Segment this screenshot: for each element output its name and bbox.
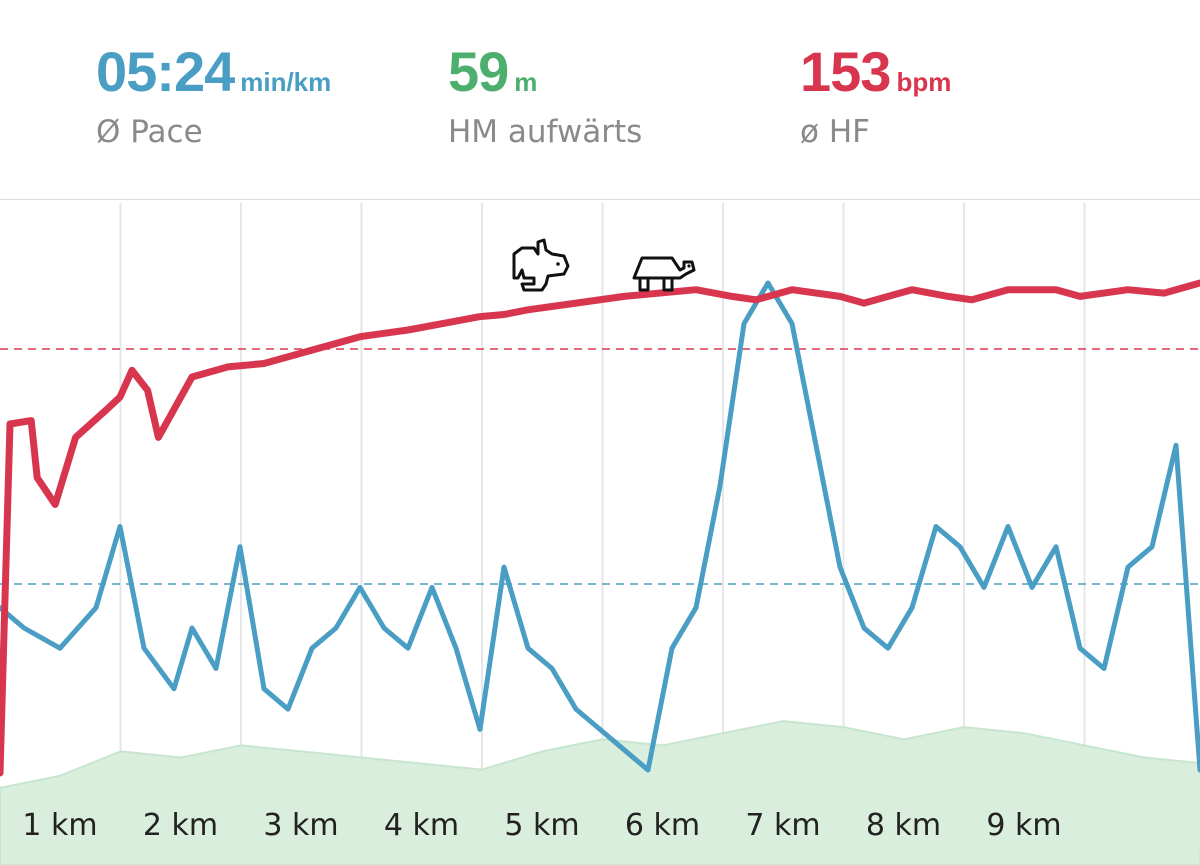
elevation-gain-label: HM aufwärts <box>448 114 643 150</box>
average-pace-unit: min/km <box>240 67 332 97</box>
pace-series-layer <box>0 280 1200 773</box>
x-tick-label: 5 km <box>504 808 579 843</box>
stat-elevation-gain: 59 m HM aufwärts <box>448 44 643 151</box>
elevation-gain-unit: m <box>514 67 538 97</box>
average-heart-rate-value: 153 <box>800 40 891 103</box>
rabbit-icon <box>512 238 570 292</box>
average-heart-rate-unit: bpm <box>896 67 952 97</box>
average-pace-value: 05:24 <box>96 40 235 103</box>
x-tick-label: 7 km <box>745 808 820 843</box>
x-tick-label: 1 km <box>22 808 97 843</box>
heart-rate-line <box>0 279 1200 777</box>
x-axis-ticks: 1 km 2 km 3 km 4 km 5 km 6 km 7 km 8 km 9 km <box>22 808 1061 843</box>
x-tick-label: 6 km <box>625 808 700 843</box>
x-tick-label: 4 km <box>384 808 459 843</box>
x-tick-label: 2 km <box>143 808 218 843</box>
elevation-gain-value: 59 <box>448 40 509 103</box>
elevation-area <box>0 720 1200 865</box>
stats-header: 05:24 min/km Ø Pace 59 m HM aufwärts 153 bp… <box>0 0 1200 200</box>
average-heart-rate-label: ø HF <box>800 114 870 150</box>
stat-average-heart-rate: 153 bpm ø HF <box>800 44 952 151</box>
pace-line <box>0 280 1200 773</box>
turtle-icon <box>632 256 696 292</box>
stat-average-pace: 05:24 min/km Ø Pace <box>96 44 332 151</box>
marker-icons <box>512 238 696 292</box>
average-pace-label: Ø Pace <box>96 114 203 150</box>
average-lines <box>0 348 1200 585</box>
elevation-area-layer <box>0 720 1200 865</box>
heart-rate-series-layer <box>0 279 1200 777</box>
x-tick-label: 8 km <box>866 808 941 843</box>
x-tick-label: 9 km <box>986 808 1061 843</box>
x-tick-label: 3 km <box>263 808 338 843</box>
